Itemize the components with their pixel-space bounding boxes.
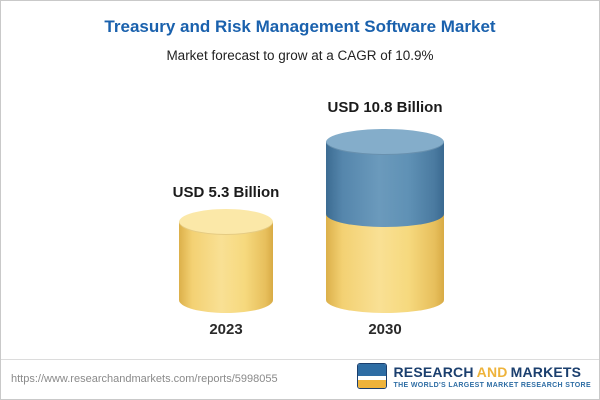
logo-word-and: AND (476, 363, 508, 380)
logo-flag-stripe-white (358, 376, 387, 380)
logo-tagline: THE WORLD'S LARGEST MARKET RESEARCH STOR… (393, 381, 591, 389)
logo-text-block: RESEARCH AND MARKETS THE WORLD'S LARGEST M… (393, 364, 591, 389)
bar-2030-top-ellipse (326, 129, 444, 155)
value-label-2030: USD 10.8 Billion (327, 99, 443, 116)
bar-2023-top-ellipse (179, 209, 273, 235)
value-label-2023: USD 5.3 Billion (172, 184, 280, 201)
chart-title: Treasury and Risk Management Software Ma… (104, 17, 496, 36)
footer-divider (1, 359, 599, 360)
category-label-2023: 2023 (209, 321, 243, 338)
logo-flag-stripe-yellow (358, 380, 387, 388)
bar-cylinder-2030 (326, 129, 444, 313)
logo-flag-icon (357, 363, 388, 389)
bar-2023-body (179, 222, 273, 313)
category-label-2030: 2030 (368, 321, 402, 338)
bar-cylinder-2023 (179, 209, 273, 313)
company-logo[interactable]: RESEARCH AND MARKETS THE WORLD'S LARGEST M… (357, 363, 591, 389)
logo-word-markets: MARKETS (510, 363, 582, 380)
logo-flag-stripe-blue (358, 364, 387, 376)
logo-word-research: RESEARCH (393, 363, 474, 380)
logo-wordmark: RESEARCH AND MARKETS (393, 364, 581, 380)
report-url-link[interactable]: https://www.researchandmarkets.com/repor… (11, 373, 278, 385)
chart-subtitle: Market forecast to grow at a CAGR of 10.… (166, 48, 434, 63)
bar-2030-base-segment (326, 214, 444, 313)
